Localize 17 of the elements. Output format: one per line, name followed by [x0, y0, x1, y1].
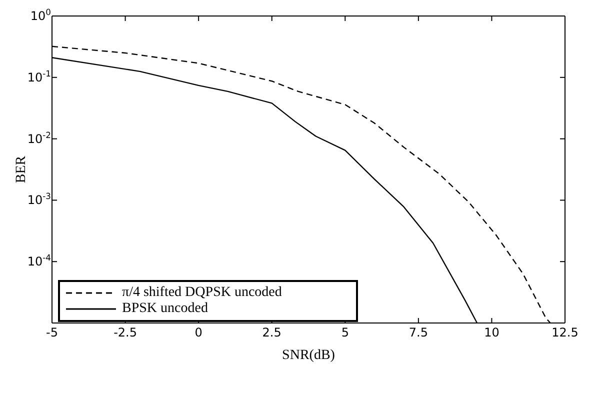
y-axis-title: BER: [14, 155, 29, 184]
x-tick-label: -5: [46, 326, 58, 340]
x-tick-label: 10: [484, 326, 500, 340]
y-tick-label: 10$^{-2}$: [27, 130, 51, 146]
y-tick-label: 10$^{-3}$: [27, 191, 51, 208]
y-tick-label: 10$^{-4}$: [27, 252, 51, 269]
legend-label: π/4 shifted DQPSK uncoded: [122, 285, 282, 301]
x-tick-label: 7.5: [408, 326, 428, 340]
x-tick-label: 12.5: [552, 326, 578, 340]
x-tick-label: 0: [194, 326, 202, 340]
y-tick-label: 10$^{-1}$: [27, 68, 51, 84]
x-tick-label: -2.5: [114, 326, 137, 340]
x-axis-title: SNR(dB): [282, 348, 336, 363]
x-tick-label: 5: [341, 326, 349, 340]
x-tick-label: 2.5: [262, 326, 282, 340]
legend-label: BPSK uncoded: [122, 301, 208, 317]
y-tick-label: 10$^{0}$: [30, 7, 51, 23]
